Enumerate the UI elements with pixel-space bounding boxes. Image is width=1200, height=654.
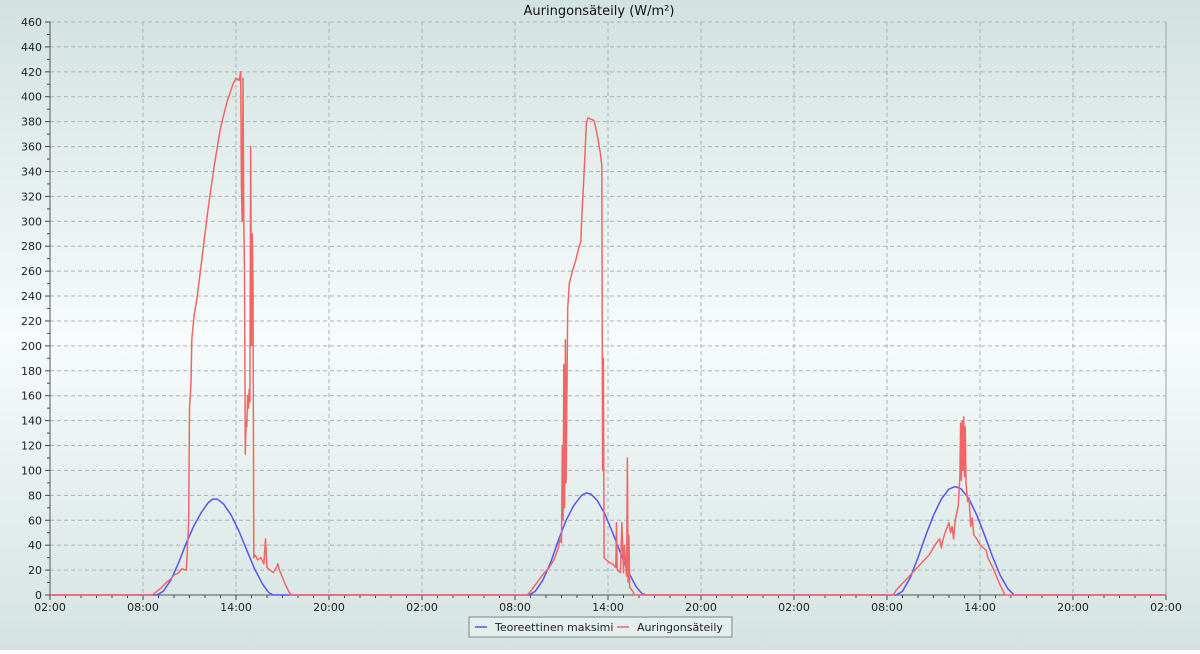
chart-title: Auringonsäteily (W/m²) xyxy=(524,4,675,19)
legend-label-0: Teoreettinen maksimi xyxy=(494,621,613,634)
x-tick-label: 08:00 xyxy=(499,601,531,614)
y-tick-label: 20 xyxy=(28,564,42,577)
series-line-0 xyxy=(50,485,1166,596)
y-tick-label: 320 xyxy=(21,190,42,203)
x-tick-label: 20:00 xyxy=(1057,601,1089,614)
y-tick-label: 100 xyxy=(21,464,42,477)
y-tick-label: 340 xyxy=(21,165,42,178)
y-tick-label: 380 xyxy=(21,116,42,129)
series-line-1 xyxy=(50,71,1166,596)
x-tick-label: 02:00 xyxy=(34,601,66,614)
y-tick-label: 120 xyxy=(21,440,42,453)
legend-box xyxy=(468,616,733,638)
y-tick-label: 40 xyxy=(28,539,42,552)
x-tick-label: 14:00 xyxy=(592,601,624,614)
y-tick-label: 300 xyxy=(21,215,42,228)
grid-lines xyxy=(50,21,1167,595)
y-tick-label: 420 xyxy=(21,66,42,79)
legend: Teoreettinen maksimi Auringonsäteily xyxy=(468,616,733,638)
y-tick-label: 400 xyxy=(21,91,42,104)
x-tick-label: 14:00 xyxy=(220,601,252,614)
y-tick-label: 160 xyxy=(21,390,42,403)
x-tick-label: 20:00 xyxy=(685,601,717,614)
x-tick-label: 02:00 xyxy=(1150,601,1182,614)
y-tick-label: 220 xyxy=(21,315,42,328)
y-tick-label: 200 xyxy=(21,340,42,353)
legend-label-1: Auringonsäteily xyxy=(637,621,723,634)
x-tick-label: 02:00 xyxy=(778,601,810,614)
x-tick-label: 08:00 xyxy=(127,601,159,614)
y-tick-label: 140 xyxy=(21,415,42,428)
y-tick-label: 180 xyxy=(21,365,42,378)
y-tick-label: 360 xyxy=(21,141,42,154)
series-group xyxy=(50,71,1166,596)
x-tick-label: 20:00 xyxy=(313,601,345,614)
y-tick-label: 80 xyxy=(28,489,42,502)
y-tick-label: 260 xyxy=(21,265,42,278)
y-tick-label: 0 xyxy=(35,589,42,602)
y-tick-label: 240 xyxy=(21,290,42,303)
x-tick-label: 14:00 xyxy=(964,601,996,614)
x-tick-label: 02:00 xyxy=(406,601,438,614)
y-tick-label: 440 xyxy=(21,41,42,54)
y-tick-label: 60 xyxy=(28,514,42,527)
axes: 0 20 40 60 80 100 120 140 160 180 200 220 240 260 280 3… xyxy=(21,16,1182,614)
y-tick-label: 280 xyxy=(21,240,42,253)
x-tick-label: 08:00 xyxy=(871,601,903,614)
y-tick-label: 460 xyxy=(21,16,42,29)
